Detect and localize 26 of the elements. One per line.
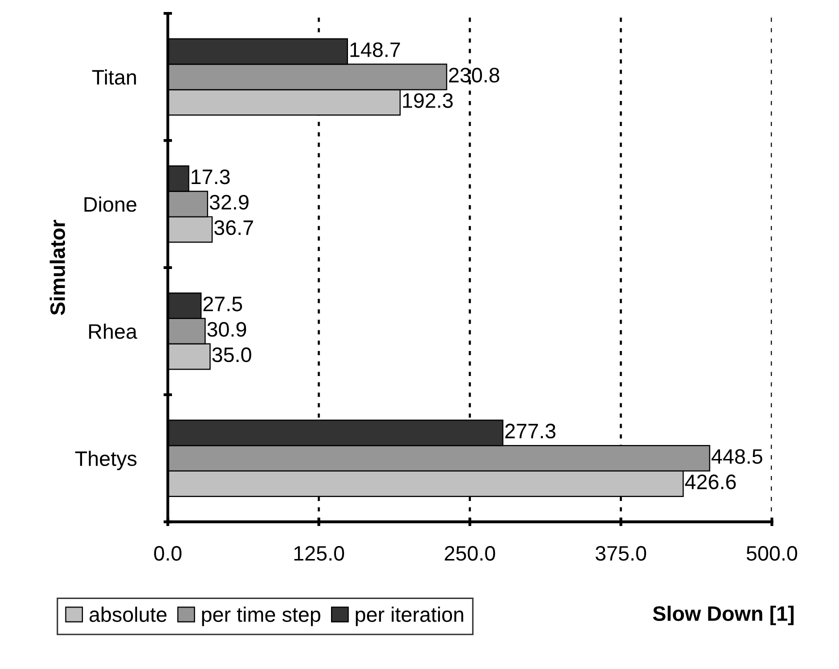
data-label: 27.5 [203,296,242,312]
legend-label: per iteration [356,606,464,626]
data-label: 448.5 [712,449,762,464]
data-label: 36.7 [214,220,254,236]
y-tick-label: Dione [84,196,136,212]
y-tick-label: Rhea [89,324,138,339]
x-tick-label: 0.0 [154,546,182,561]
y-tick-label: Titan [92,69,136,85]
y-axis-title: Simulator [50,220,66,316]
data-label: 230.8 [449,68,500,83]
data-label: 30.9 [207,322,246,337]
y-tick-label: Thetys [75,450,136,470]
data-label: 277.3 [505,424,556,438]
x-tick-label: 500.0 [746,546,798,561]
x-tick-label: 125.0 [294,546,344,561]
data-label: 192.3 [403,93,453,108]
data-label: 426.6 [685,474,736,490]
legend-label: absolute [90,606,166,622]
data-label: 32.9 [210,194,248,210]
data-label: 17.3 [192,169,230,184]
x-tick-label: 250.0 [444,546,496,561]
data-label: 148.7 [350,42,400,58]
legend-label: per time step [202,606,320,626]
data-label: 35.0 [212,347,252,362]
x-axis-title: Slow Down [1] [652,606,794,626]
x-tick-label: 375.0 [596,546,646,561]
